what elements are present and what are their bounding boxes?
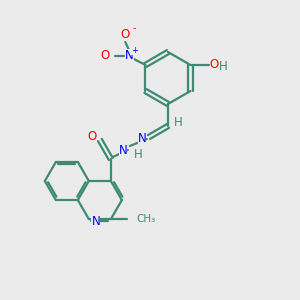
Text: H: H	[174, 116, 182, 128]
Text: N: N	[92, 214, 100, 228]
Text: CH₃: CH₃	[136, 214, 156, 224]
Text: N: N	[118, 143, 127, 157]
Text: N: N	[125, 49, 134, 62]
Text: +: +	[131, 46, 138, 55]
Text: N: N	[138, 133, 146, 146]
Text: O: O	[87, 130, 97, 143]
Text: O: O	[100, 49, 109, 62]
Text: H: H	[134, 148, 142, 161]
Text: H: H	[219, 59, 228, 73]
Text: -: -	[133, 23, 136, 33]
Text: O: O	[121, 28, 130, 40]
Text: O: O	[210, 58, 219, 70]
